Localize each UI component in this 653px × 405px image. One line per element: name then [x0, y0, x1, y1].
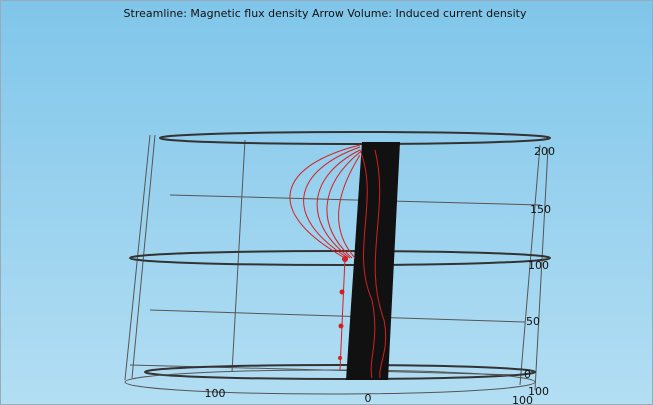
x-tick-label: 100: [205, 387, 226, 400]
z-tick-label: 150: [530, 203, 551, 216]
plot-title: Streamline: Magnetic flux density Arrow …: [124, 7, 527, 20]
z-tick-label: 50: [526, 315, 540, 328]
z-tick-label: 100: [528, 259, 549, 272]
z-tick-label: 0: [524, 368, 531, 381]
background: [0, 0, 653, 405]
plot-window: Streamline: Magnetic flux density Arrow …: [0, 0, 653, 405]
x-tick-label: 0: [365, 392, 372, 405]
z-tick-label: 200: [534, 145, 555, 158]
y-tick-label: 100: [512, 394, 533, 405]
